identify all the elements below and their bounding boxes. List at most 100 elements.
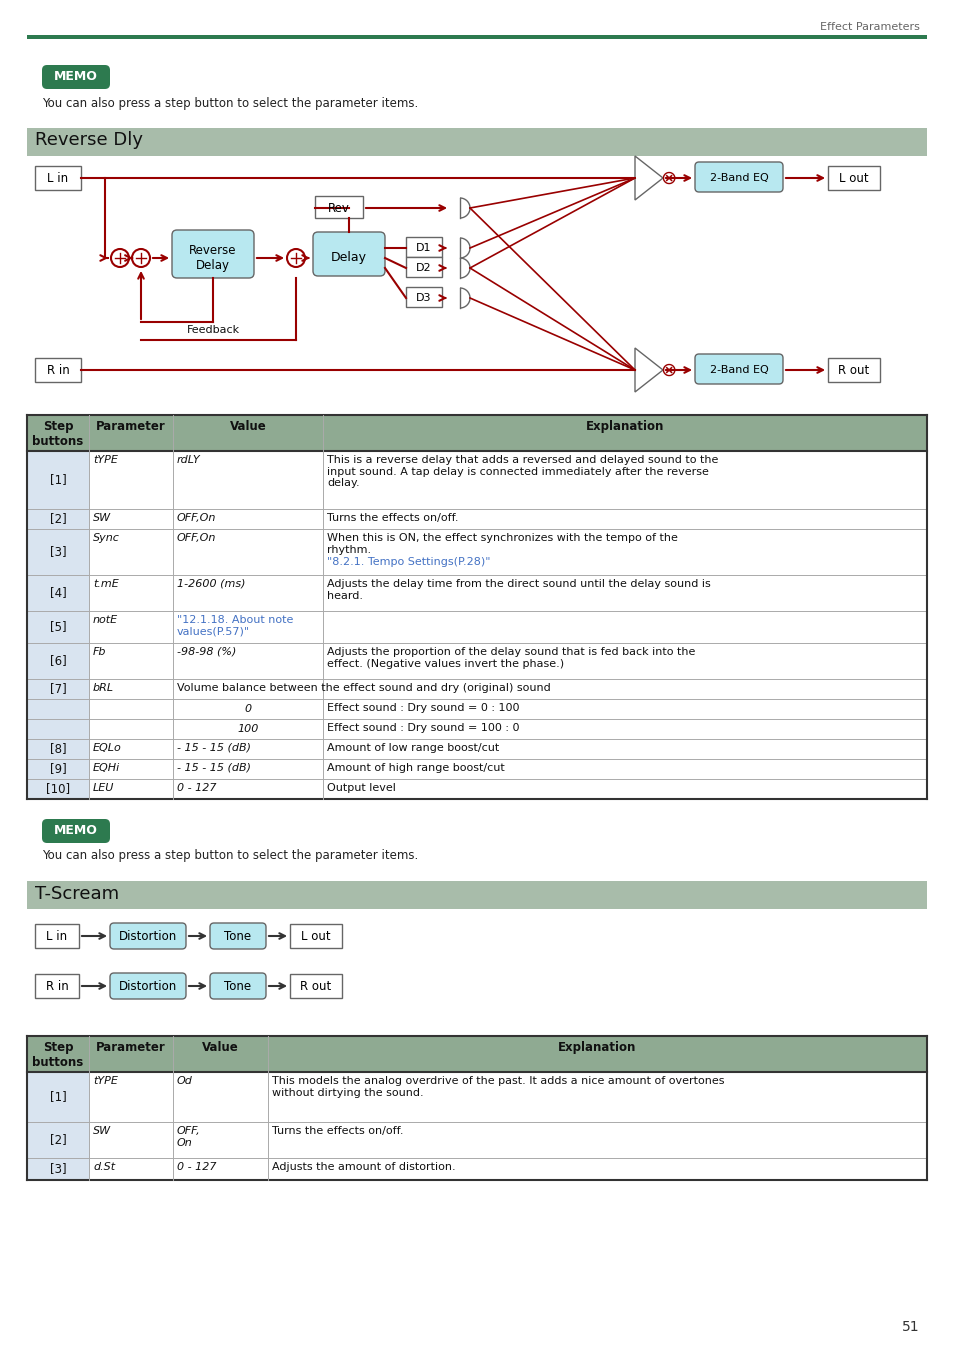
Text: ⊗: ⊗: [659, 360, 676, 379]
Text: tYPE: tYPE: [92, 455, 118, 464]
Text: Distortion: Distortion: [119, 980, 177, 992]
Text: Value: Value: [230, 420, 266, 433]
Text: Adjusts the amount of distortion.: Adjusts the amount of distortion.: [272, 1162, 456, 1172]
Text: "12.1.18. About note
values(P.57)": "12.1.18. About note values(P.57)": [177, 616, 294, 637]
Polygon shape: [635, 348, 662, 392]
Text: Adjusts the delay time from the direct sound until the delay sound is
heard.: Adjusts the delay time from the direct s…: [327, 579, 710, 601]
Text: This is a reverse delay that adds a reversed and delayed sound to the
input soun: This is a reverse delay that adds a reve…: [327, 455, 718, 489]
Bar: [27, 759, 89, 779]
Bar: [406, 238, 441, 256]
Text: LEU: LEU: [92, 783, 114, 792]
FancyBboxPatch shape: [42, 65, 110, 89]
Text: Rev: Rev: [328, 201, 350, 215]
Bar: [35, 166, 81, 190]
Text: SW: SW: [92, 1126, 111, 1135]
Text: Amount of high range boost/cut: Amount of high range boost/cut: [327, 763, 504, 774]
Text: L out: L out: [839, 171, 868, 185]
Text: Fb: Fb: [92, 647, 107, 657]
FancyBboxPatch shape: [210, 923, 266, 949]
Text: [8]: [8]: [50, 743, 67, 756]
Text: 2-Band EQ: 2-Band EQ: [709, 173, 767, 184]
Text: OFF,On: OFF,On: [177, 533, 216, 543]
Text: - 15 - 15 (dB): - 15 - 15 (dB): [177, 763, 251, 774]
Bar: [27, 1158, 89, 1180]
Bar: [35, 973, 79, 998]
Text: ⊗: ⊗: [659, 169, 676, 188]
Text: Od: Od: [177, 1076, 193, 1085]
Text: EQLo: EQLo: [92, 743, 122, 753]
Bar: [27, 720, 89, 738]
Text: You can also press a step button to select the parameter items.: You can also press a step button to sele…: [42, 849, 417, 863]
Bar: [27, 699, 89, 720]
Bar: [27, 738, 89, 759]
Text: D1: D1: [416, 243, 432, 252]
Text: Explanation: Explanation: [585, 420, 663, 433]
Text: 0 - 127: 0 - 127: [177, 1162, 216, 1172]
Bar: [27, 779, 89, 799]
Text: tYPE: tYPE: [92, 1076, 118, 1085]
Text: [4]: [4]: [50, 586, 67, 599]
Text: t.mE: t.mE: [92, 579, 118, 589]
Bar: [27, 35, 926, 39]
Text: MEMO: MEMO: [54, 70, 98, 84]
Text: Output level: Output level: [327, 783, 395, 792]
Text: Sync: Sync: [92, 533, 120, 543]
Text: Effect sound : Dry sound = 100 : 0: Effect sound : Dry sound = 100 : 0: [327, 724, 519, 733]
Polygon shape: [635, 157, 662, 200]
Text: L in: L in: [47, 930, 68, 942]
Text: [2]: [2]: [50, 1134, 67, 1146]
Bar: [406, 256, 441, 277]
Bar: [290, 973, 341, 998]
Circle shape: [132, 248, 150, 267]
Bar: [27, 1072, 89, 1122]
Text: Parameter: Parameter: [96, 1041, 166, 1054]
FancyBboxPatch shape: [695, 162, 782, 192]
Text: [1]: [1]: [50, 1091, 67, 1103]
Text: "8.2.1. Tempo Settings(P.28)": "8.2.1. Tempo Settings(P.28)": [327, 558, 490, 567]
Bar: [27, 612, 89, 643]
Bar: [27, 451, 89, 509]
Text: Turns the effects on/off.: Turns the effects on/off.: [272, 1126, 403, 1135]
Bar: [27, 1035, 926, 1072]
Text: Volume balance between the effect sound and dry (original) sound: Volume balance between the effect sound …: [177, 683, 550, 693]
FancyBboxPatch shape: [110, 923, 186, 949]
Text: [3]: [3]: [50, 1162, 67, 1176]
Bar: [35, 358, 81, 382]
Text: Reverse Dly: Reverse Dly: [35, 131, 143, 148]
FancyBboxPatch shape: [210, 973, 266, 999]
Text: Distortion: Distortion: [119, 930, 177, 942]
Bar: [27, 128, 926, 157]
Text: Explanation: Explanation: [558, 1041, 636, 1054]
Text: Tone: Tone: [224, 980, 252, 992]
Text: [6]: [6]: [50, 655, 67, 667]
Text: Turns the effects on/off.: Turns the effects on/off.: [327, 513, 458, 522]
Text: Reverse
Delay: Reverse Delay: [189, 244, 236, 271]
FancyBboxPatch shape: [42, 819, 110, 842]
Text: R out: R out: [838, 363, 869, 377]
Text: R in: R in: [47, 363, 70, 377]
Text: OFF,
On: OFF, On: [177, 1126, 200, 1147]
Text: EQHi: EQHi: [92, 763, 120, 774]
Text: Amount of low range boost/cut: Amount of low range boost/cut: [327, 743, 498, 753]
Text: 2-Band EQ: 2-Band EQ: [709, 364, 767, 375]
Text: Adjusts the proportion of the delay sound that is fed back into the
effect. (Neg: Adjusts the proportion of the delay soun…: [327, 647, 695, 668]
Text: Delay: Delay: [331, 251, 367, 265]
Text: [9]: [9]: [50, 763, 67, 775]
Bar: [827, 358, 879, 382]
Text: notE: notE: [92, 616, 118, 625]
Text: Value: Value: [202, 1041, 238, 1054]
Text: 0: 0: [244, 703, 252, 714]
Text: [7]: [7]: [50, 683, 67, 695]
Bar: [27, 509, 89, 529]
Text: - 15 - 15 (dB): - 15 - 15 (dB): [177, 743, 251, 753]
Text: Step
buttons: Step buttons: [32, 1041, 84, 1069]
FancyBboxPatch shape: [110, 973, 186, 999]
Text: MEMO: MEMO: [54, 825, 98, 837]
Text: Feedback: Feedback: [186, 325, 239, 335]
Bar: [290, 923, 341, 948]
Text: bRL: bRL: [92, 683, 114, 693]
Text: D3: D3: [416, 293, 432, 302]
Text: Effect sound : Dry sound = 0 : 100: Effect sound : Dry sound = 0 : 100: [327, 703, 519, 713]
Text: Effect Parameters: Effect Parameters: [820, 22, 919, 32]
FancyBboxPatch shape: [172, 230, 253, 278]
